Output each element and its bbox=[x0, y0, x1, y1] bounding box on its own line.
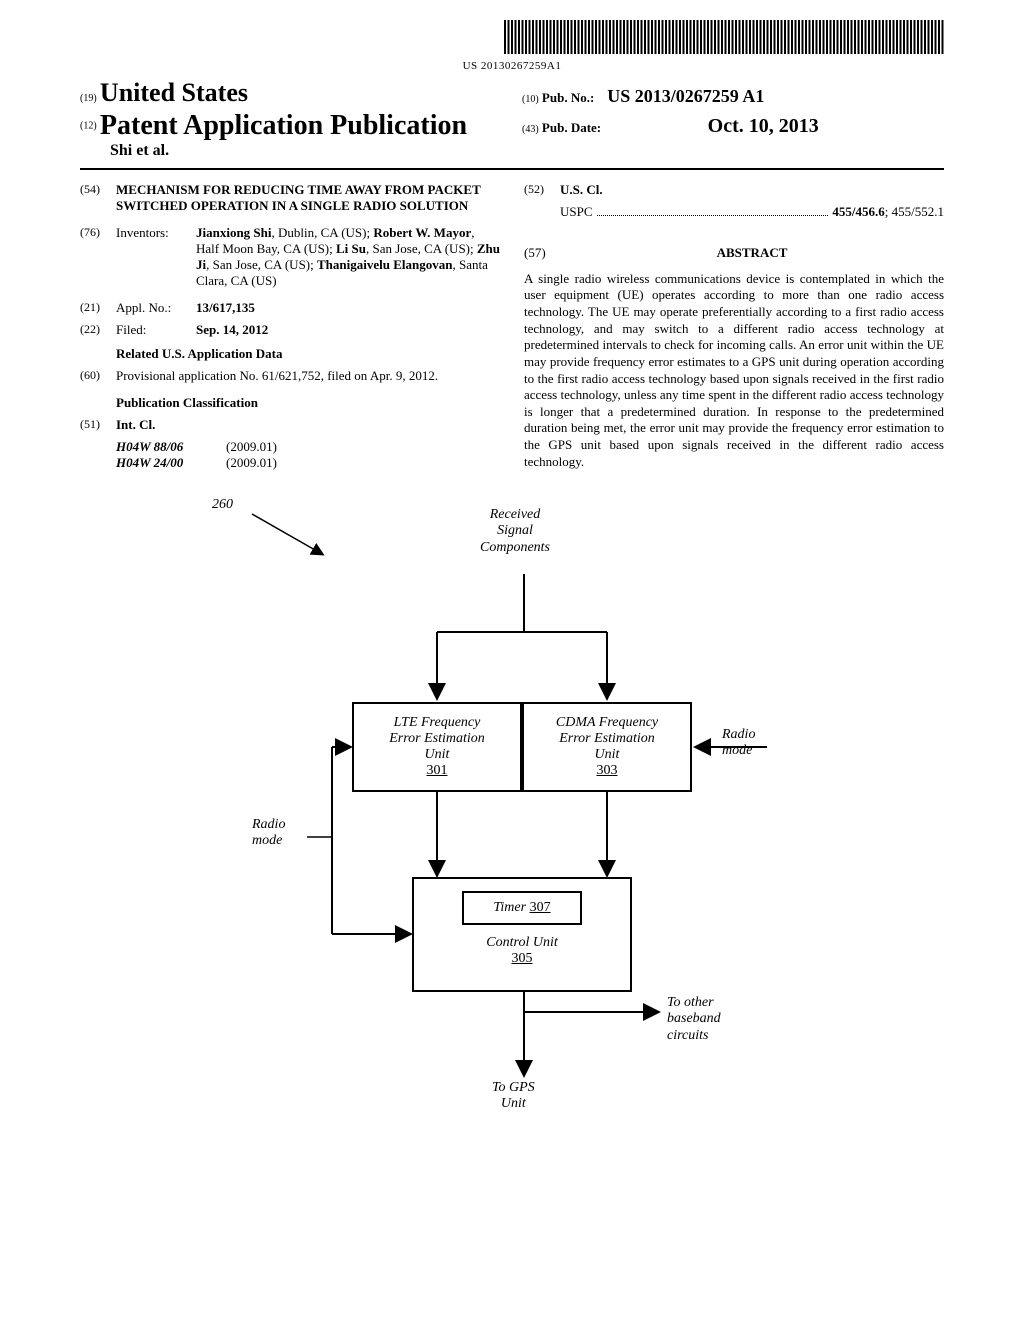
provisional-field: (60) Provisional application No. 61/621,… bbox=[80, 368, 500, 384]
uscl-secondary: ; 455/552.1 bbox=[885, 204, 944, 219]
classification-heading: Publication Classification bbox=[116, 395, 500, 411]
abstract-text: A single radio wireless communications d… bbox=[524, 271, 944, 471]
intcl-ver-0: (2009.01) bbox=[226, 439, 277, 455]
inventors-label: Inventors: bbox=[116, 225, 196, 290]
publication-type: Patent Application Publication bbox=[100, 110, 467, 141]
intcl-lines: H04W 88/06 (2009.01) H04W 24/00 (2009.01… bbox=[116, 439, 500, 472]
related-data-heading: Related U.S. Application Data bbox=[116, 346, 500, 362]
pubdate-label: Pub. Date: bbox=[542, 120, 601, 135]
control-unit-box: Timer 307 Control Unit 305 bbox=[412, 877, 632, 992]
intcl-line-0: H04W 88/06 (2009.01) bbox=[116, 439, 500, 455]
uscl-code: (52) bbox=[524, 182, 560, 198]
provisional-code: (60) bbox=[80, 368, 116, 384]
control-num: 305 bbox=[512, 951, 533, 967]
publication-number: US 2013/0267259 A1 bbox=[607, 86, 764, 106]
cdma-l3: Unit bbox=[595, 747, 620, 763]
intcl-code-0: H04W 88/06 bbox=[116, 439, 226, 455]
filed-date: Sep. 14, 2012 bbox=[196, 322, 268, 337]
uscl-prefix: USPC bbox=[560, 204, 593, 220]
abstract-code: (57) bbox=[524, 245, 560, 261]
inventors-code: (76) bbox=[80, 225, 116, 290]
intcl-label: Int. Cl. bbox=[116, 417, 155, 432]
inventors-field: (76) Inventors: Jianxiong Shi, Dublin, C… bbox=[80, 225, 500, 290]
barcode-number: US 20130267259A1 bbox=[80, 60, 944, 72]
intcl-line-1: H04W 24/00 (2009.01) bbox=[116, 455, 500, 471]
left-column: (54) MECHANISM FOR REDUCING TIME AWAY FR… bbox=[80, 182, 500, 472]
control-label: Control Unit bbox=[486, 935, 557, 951]
pubno-label: Pub. No.: bbox=[542, 90, 594, 105]
right-column: (52) U.S. Cl. USPC 455/456.6; 455/552.1 … bbox=[524, 182, 944, 472]
invention-title: MECHANISM FOR REDUCING TIME AWAY FROM PA… bbox=[116, 182, 500, 215]
provisional-text: Provisional application No. 61/621,752, … bbox=[116, 368, 500, 384]
cdma-box: CDMA Frequency Error Estimation Unit 303 bbox=[522, 702, 692, 792]
uscl-line: USPC 455/456.6; 455/552.1 bbox=[560, 204, 944, 220]
radio-mode-left-label: Radiomode bbox=[252, 817, 285, 851]
lte-num: 301 bbox=[427, 763, 448, 779]
filed-code: (22) bbox=[80, 322, 116, 338]
applno-label: Appl. No.: bbox=[116, 300, 196, 316]
country-code: (19) bbox=[80, 93, 97, 104]
received-signal-label: ReceivedSignalComponents bbox=[480, 507, 550, 557]
title-code: (54) bbox=[80, 182, 116, 215]
bibliographic-columns: (54) MECHANISM FOR REDUCING TIME AWAY FR… bbox=[80, 182, 944, 472]
header-rule bbox=[80, 168, 944, 170]
figure-ref-num: 260 bbox=[212, 497, 233, 513]
filed-field: (22) Filed: Sep. 14, 2012 bbox=[80, 322, 500, 338]
intcl-code: (51) bbox=[80, 417, 116, 433]
radio-mode-right-label: Radiomode bbox=[722, 727, 755, 761]
uscl-dots bbox=[597, 206, 829, 216]
document-header: (19) United States (12) Patent Applicati… bbox=[80, 78, 944, 160]
pubno-code: (10) bbox=[522, 94, 539, 105]
cdma-num: 303 bbox=[597, 763, 618, 779]
timer-num: 307 bbox=[530, 900, 551, 915]
country-name: United States bbox=[100, 78, 248, 107]
authors-line: Shi et al. bbox=[80, 142, 502, 160]
lte-box: LTE Frequency Error Estimation Unit 301 bbox=[352, 702, 522, 792]
lte-l1: LTE Frequency bbox=[394, 715, 481, 731]
output-bottom-label: To GPSUnit bbox=[492, 1080, 535, 1114]
intcl-field: (51) Int. Cl. bbox=[80, 417, 500, 433]
title-field: (54) MECHANISM FOR REDUCING TIME AWAY FR… bbox=[80, 182, 500, 215]
filed-label: Filed: bbox=[116, 322, 196, 338]
lte-l3: Unit bbox=[425, 747, 450, 763]
barcode bbox=[504, 20, 944, 54]
applno-code: (21) bbox=[80, 300, 116, 316]
lte-l2: Error Estimation bbox=[389, 731, 485, 747]
timer-label: Timer bbox=[493, 900, 529, 915]
pubdate-code: (43) bbox=[522, 124, 539, 135]
figure: 260 ReceivedSignalComponents bbox=[162, 502, 862, 1132]
barcode-area: US 20130267259A1 bbox=[80, 20, 944, 72]
cdma-l2: Error Estimation bbox=[559, 731, 655, 747]
applno-field: (21) Appl. No.: 13/617,135 bbox=[80, 300, 500, 316]
application-number: 13/617,135 bbox=[196, 300, 255, 315]
intcl-ver-1: (2009.01) bbox=[226, 455, 277, 471]
cdma-l1: CDMA Frequency bbox=[556, 715, 658, 731]
intcl-code-1: H04W 24/00 bbox=[116, 455, 226, 471]
abstract-heading: ABSTRACT bbox=[717, 245, 788, 260]
pub-type-code: (12) bbox=[80, 121, 97, 132]
uscl-field: (52) U.S. Cl. bbox=[524, 182, 944, 198]
inventors-list: Jianxiong Shi, Dublin, CA (US); Robert W… bbox=[196, 225, 500, 290]
uscl-primary: 455/456.6 bbox=[832, 204, 884, 219]
publication-date: Oct. 10, 2013 bbox=[708, 115, 819, 137]
uscl-label: U.S. Cl. bbox=[560, 182, 603, 197]
output-right-label: To otherbasebandcircuits bbox=[667, 995, 721, 1045]
timer-box: Timer 307 bbox=[462, 891, 582, 925]
